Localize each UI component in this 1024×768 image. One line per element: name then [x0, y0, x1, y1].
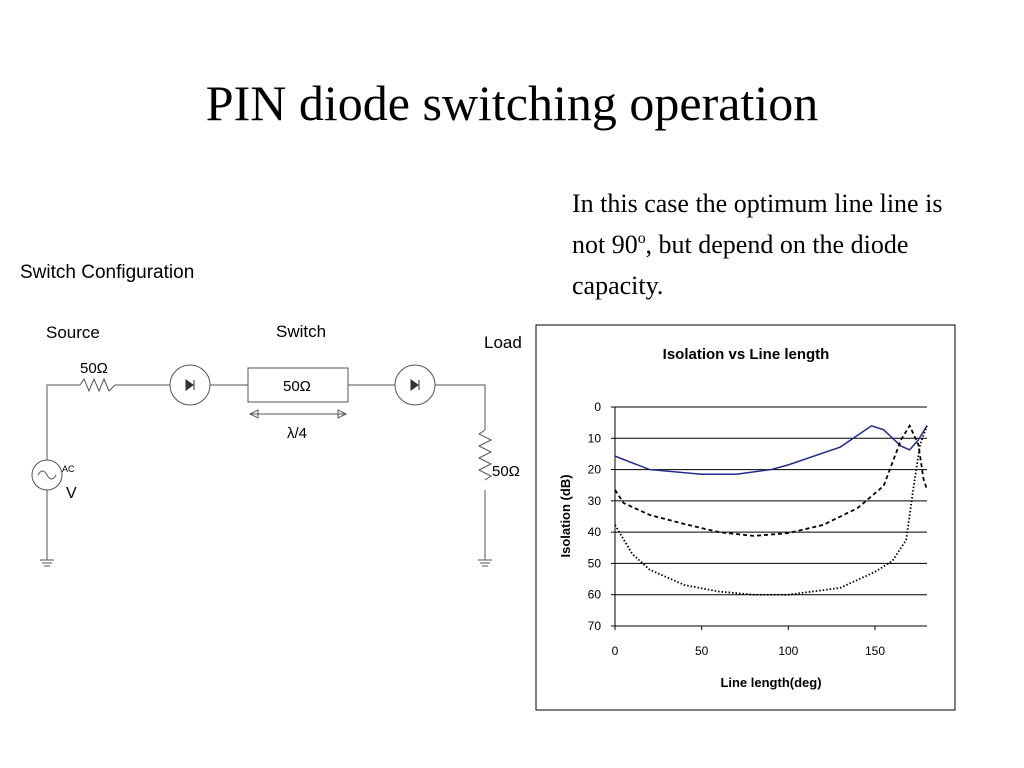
y-tick-label: 70	[588, 619, 602, 633]
x-tick-label: 150	[865, 644, 885, 658]
diode	[394, 364, 436, 406]
line-box	[247, 367, 349, 403]
line-series	[614, 423, 928, 537]
load-resistor-label: 50Ω	[492, 463, 520, 480]
diode-symbol	[410, 379, 420, 391]
length-arrow	[248, 409, 348, 419]
wires	[46, 384, 486, 560]
diode	[169, 364, 211, 406]
chart-title: Isolation vs Line length	[663, 346, 830, 363]
v-label: V	[66, 485, 77, 502]
slide-title: PIN diode switching operation	[206, 75, 818, 131]
diagram-heading: Switch Configuration	[20, 262, 194, 283]
ground	[40, 559, 492, 567]
resistor	[79, 377, 116, 393]
line-label: 50Ω	[283, 378, 311, 395]
body-part: capacity.	[572, 271, 663, 300]
x-tick-label: 0	[612, 644, 619, 658]
resistor	[477, 429, 493, 481]
chart-frame	[535, 324, 956, 711]
y-tick-label: 40	[588, 525, 602, 539]
x-axis-label: Line length(deg)	[720, 675, 821, 690]
ac-source	[31, 459, 63, 491]
switch-label: Switch	[276, 322, 326, 341]
length-label: λ/4	[287, 425, 307, 442]
y-tick-label: 10	[588, 431, 602, 445]
ac-wave	[37, 470, 57, 480]
y-tick-label: 50	[588, 556, 602, 570]
line-series	[614, 425, 928, 596]
load-label: Load	[484, 333, 522, 352]
y-tick-label: 60	[588, 588, 602, 602]
y-axis-label: Isolation (dB)	[558, 474, 573, 557]
resistor-label: 50Ω	[80, 360, 108, 377]
y-tick-label: 0	[594, 400, 601, 414]
source-label: Source	[46, 323, 100, 342]
body-text: In this case the optimum line line is no…	[572, 189, 949, 300]
x-tick-label: 100	[778, 644, 798, 658]
body-part: , but depend on the diode	[646, 230, 915, 259]
body-part: o	[638, 230, 646, 247]
ac-label: AC	[62, 464, 75, 474]
body-part: In this case the optimum line line is	[572, 189, 949, 218]
line-series	[614, 424, 928, 476]
x-tick-label: 50	[695, 644, 709, 658]
circuit: Switch Configuration Source Switch Load …	[20, 262, 522, 567]
chart: Isolation vs Line length Line length(deg)…	[558, 346, 928, 690]
y-tick-label: 20	[588, 463, 602, 477]
diode-symbol	[185, 379, 195, 391]
body-part: not 90	[572, 230, 638, 259]
y-tick-label: 30	[588, 494, 602, 508]
